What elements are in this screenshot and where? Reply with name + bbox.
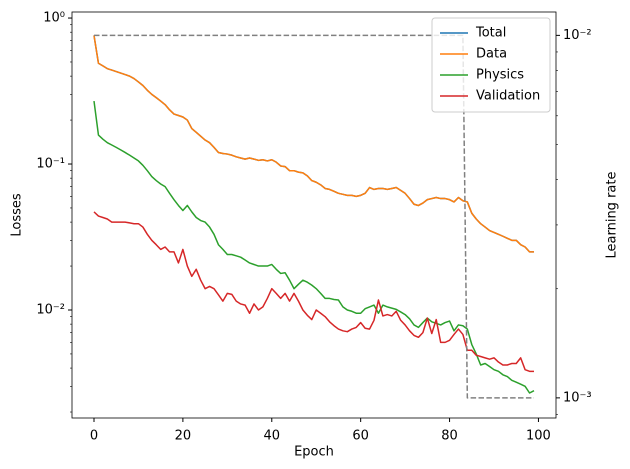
y2-tick-label: 10⁻³ (563, 390, 592, 405)
x-tick-label: 40 (264, 429, 281, 444)
y-tick-label: 10⁻¹ (36, 157, 65, 172)
legend-label: Data (476, 47, 507, 62)
y2-tick-label: 10⁻² (563, 28, 592, 43)
series-line (93, 35, 534, 253)
y2-axis-label: Learning rate (605, 172, 620, 259)
x-tick-label: 100 (526, 429, 551, 444)
x-tick-label: 20 (175, 429, 192, 444)
y-tick-label: 10⁻² (36, 302, 65, 317)
x-tick-label: 80 (441, 429, 458, 444)
legend-label: Total (475, 26, 506, 41)
x-axis-label: Epoch (294, 445, 334, 460)
y-tick-label: 10⁰ (43, 11, 65, 26)
legend-frame (431, 17, 551, 113)
series-line (93, 100, 535, 394)
series-line (93, 211, 534, 373)
x-tick-label: 60 (352, 429, 369, 444)
plot-frame (71, 11, 557, 419)
legend: Total Data Physics Validation (431, 17, 551, 113)
y-axis-label: Losses (10, 193, 25, 237)
legend-label: Physics (476, 68, 524, 83)
x-tick-label: 0 (90, 429, 98, 444)
legend-label: Validation (476, 89, 540, 104)
